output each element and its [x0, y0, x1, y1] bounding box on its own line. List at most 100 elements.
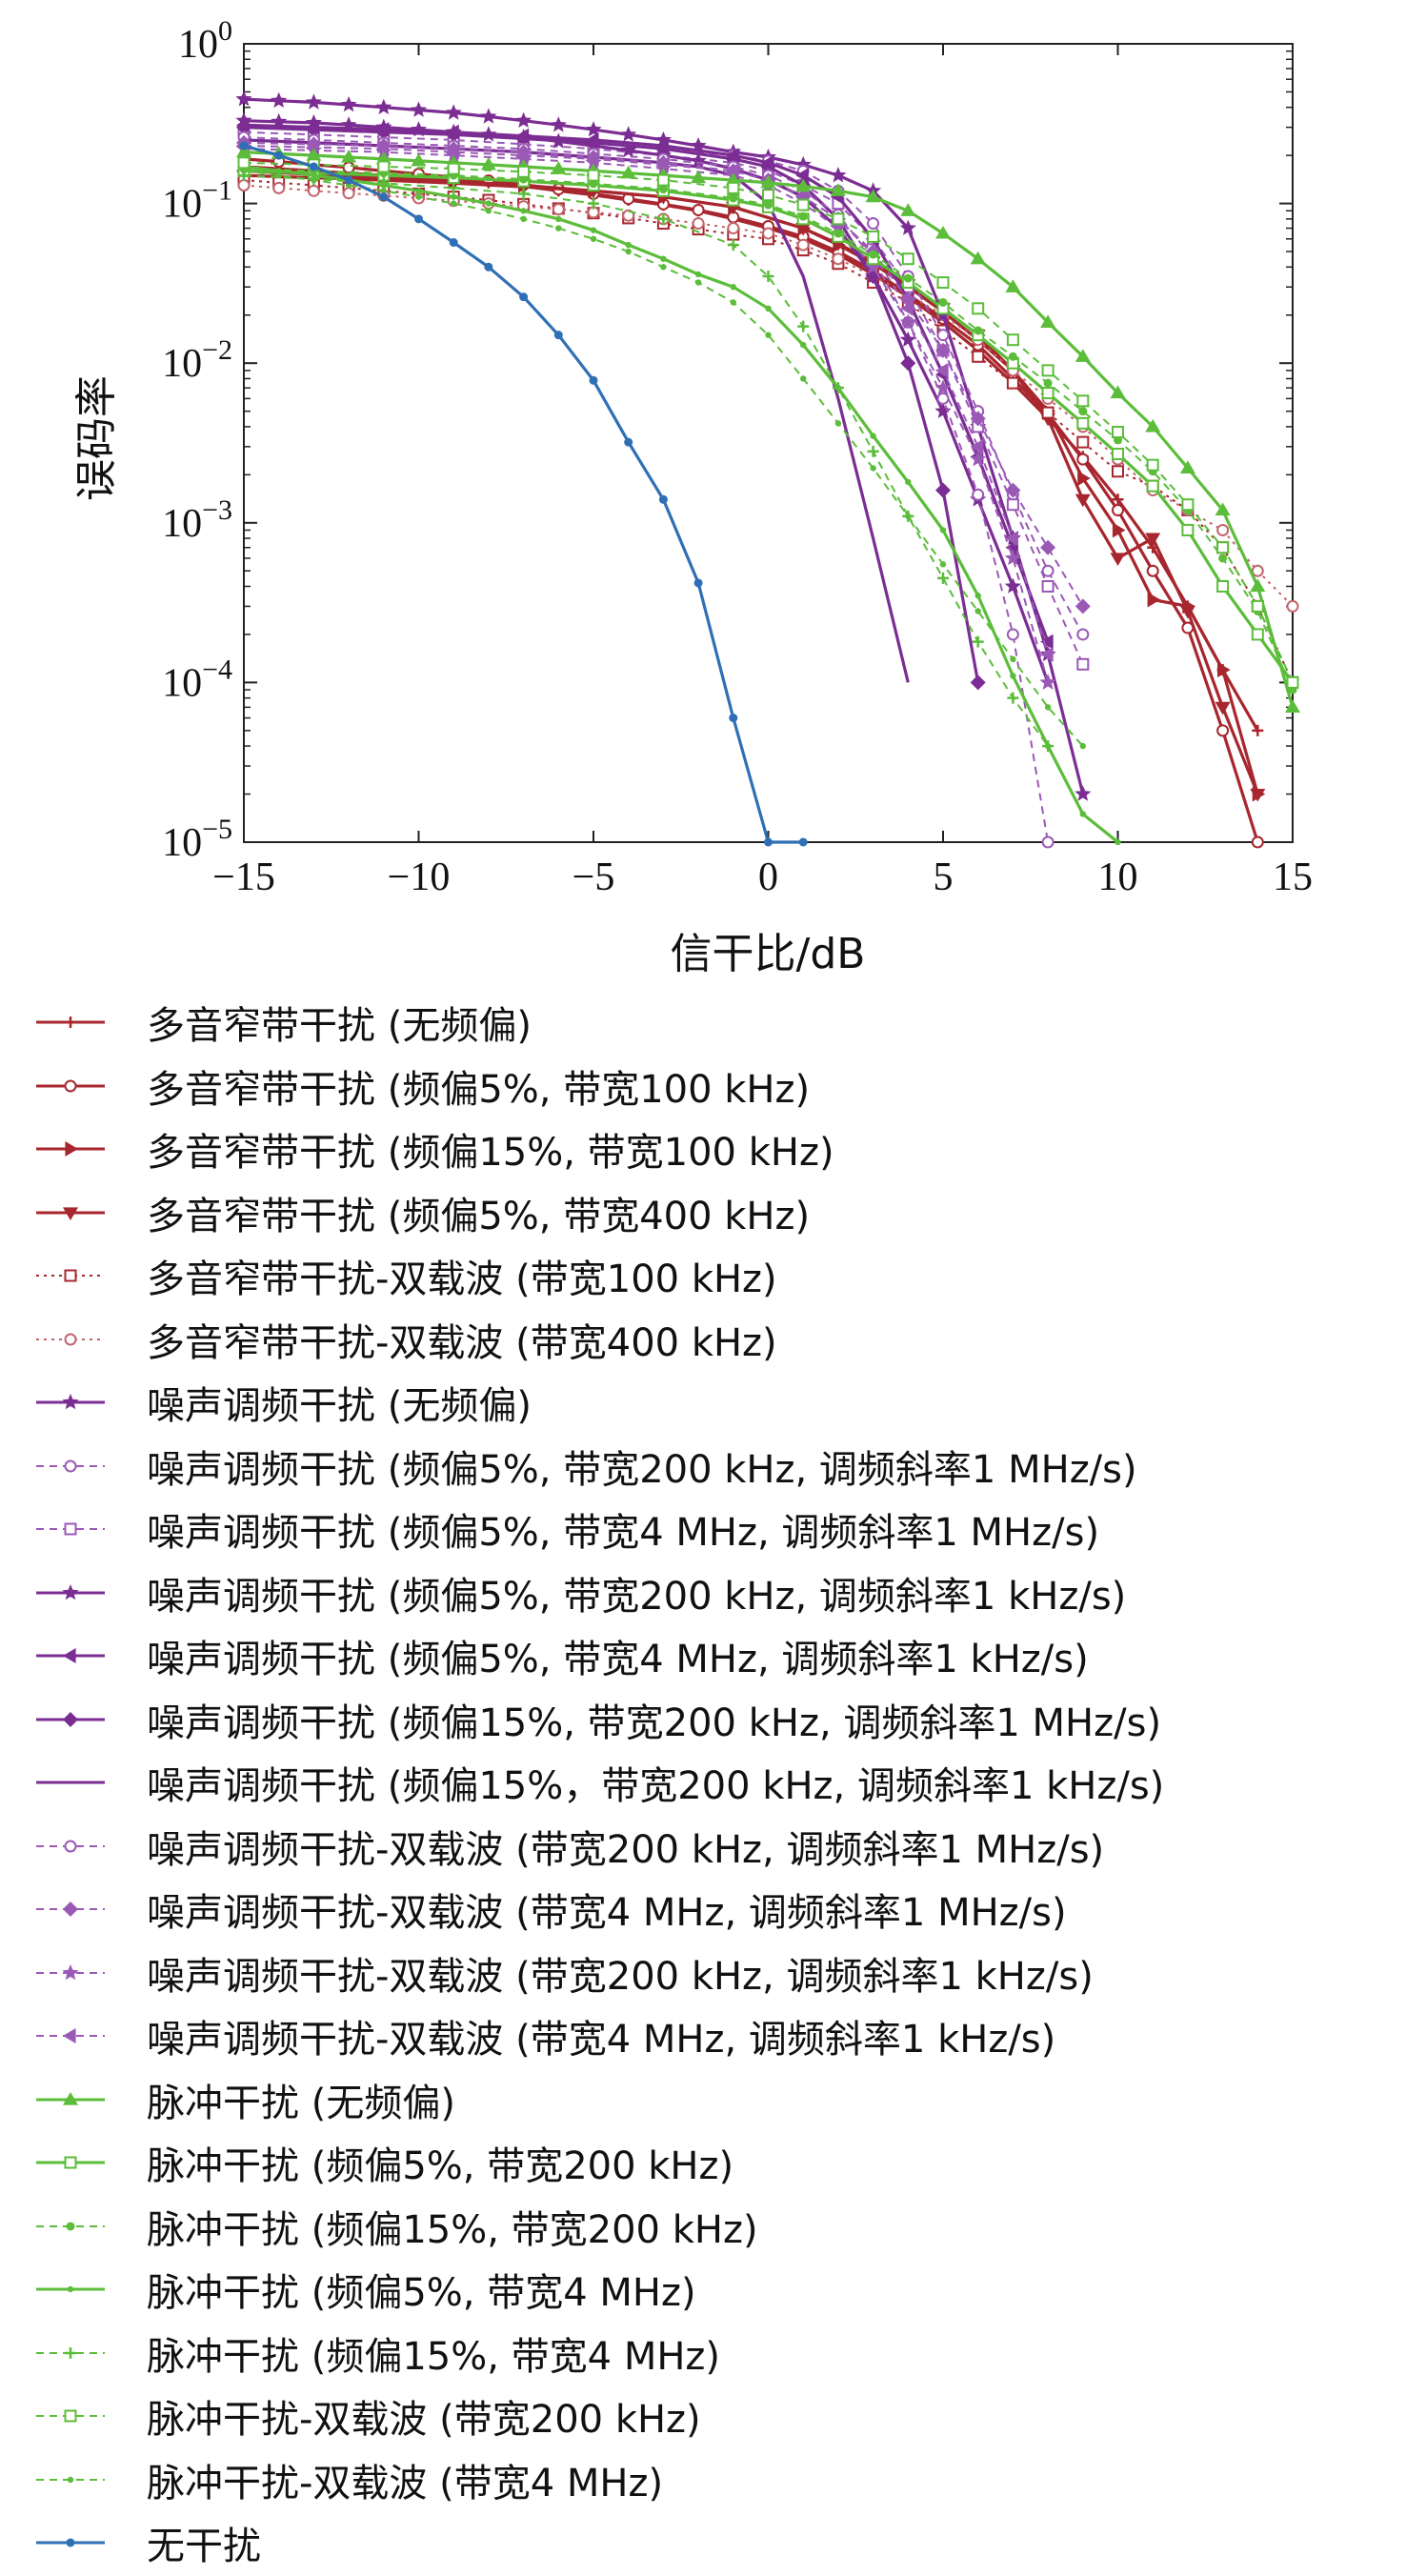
data-point	[1077, 471, 1091, 487]
data-point	[870, 433, 876, 439]
data-point	[692, 217, 705, 231]
legend-marker	[64, 1333, 77, 1346]
legend-marker	[63, 2091, 78, 2105]
legend-swatch	[36, 2286, 105, 2293]
data-point	[553, 331, 563, 340]
y-tick-label: 10−2	[162, 334, 232, 386]
data-point	[1044, 704, 1052, 711]
data-point	[451, 200, 457, 207]
data-point	[340, 116, 357, 132]
y-tick-exponent: −3	[202, 494, 232, 526]
data-point	[1216, 541, 1230, 554]
series-line	[243, 126, 980, 683]
series-22	[238, 170, 1054, 753]
data-point	[830, 167, 847, 183]
data-point	[305, 93, 322, 110]
data-point	[935, 362, 949, 378]
series-line	[243, 161, 1294, 683]
data-point	[727, 222, 740, 235]
data-point	[375, 98, 392, 114]
legend-swatch	[36, 2409, 105, 2423]
legend-item: 噪声调频干扰 (频偏15%，带宽200 kHz, 调频斜率1 kHz/s)	[34, 1751, 1396, 1815]
data-point	[762, 189, 774, 202]
data-point	[340, 96, 357, 112]
data-point	[307, 184, 320, 197]
y-tick-label: 100	[178, 15, 232, 67]
data-point	[1250, 578, 1266, 593]
data-point	[520, 215, 527, 223]
data-point	[729, 714, 738, 723]
legend-swatch	[36, 1079, 105, 1093]
data-point	[1006, 333, 1019, 347]
data-point	[1010, 655, 1016, 663]
data-point	[658, 185, 668, 194]
y-tick-exponent: 0	[218, 15, 232, 47]
data-point	[239, 141, 249, 151]
series-line	[243, 165, 1119, 844]
legend-marker	[67, 2476, 74, 2483]
data-point	[1146, 564, 1159, 577]
legend-item: 噪声调频干扰 (频偏5%, 带宽200 kHz, 调频斜率1 MHz/s)	[34, 1435, 1396, 1499]
series-16	[235, 140, 1056, 690]
data-point	[765, 305, 772, 312]
x-tick-label: 15	[1273, 855, 1313, 899]
data-point	[520, 208, 527, 214]
data-point	[620, 141, 637, 158]
data-point	[515, 111, 532, 128]
data-point	[306, 139, 319, 155]
data-point	[1039, 674, 1056, 690]
data-point	[1041, 364, 1054, 377]
data-point	[905, 478, 912, 486]
data-point	[590, 235, 597, 242]
legend-label: 无干扰	[147, 2525, 261, 2569]
legend-item: 脉冲干扰 (无频偏)	[34, 2068, 1396, 2132]
data-point	[445, 104, 462, 120]
y-tick-exponent: −4	[202, 654, 232, 685]
x-tick-label: −15	[212, 855, 275, 899]
series-21	[240, 163, 1121, 846]
legend-item: 噪声调频干扰-双载波 (带宽200 kHz, 调频斜率1 MHz/s)	[34, 1815, 1396, 1879]
data-point	[235, 91, 252, 107]
data-point	[690, 137, 707, 153]
legend-label: 脉冲干扰-双载波 (带宽200 kHz)	[147, 2398, 701, 2443]
legend-swatch	[36, 1963, 105, 1981]
data-point	[588, 197, 599, 210]
x-tick-label: −10	[388, 855, 451, 899]
data-point	[515, 131, 532, 147]
data-point	[1004, 577, 1021, 594]
data-point	[272, 181, 286, 194]
data-point	[410, 101, 428, 117]
series-3	[238, 163, 1266, 802]
legend-item: 脉冲干扰-双载波 (带宽200 kHz)	[34, 2385, 1396, 2448]
series-line	[243, 136, 1050, 843]
legend-item: 脉冲干扰-双载波 (带宽4 MHz)	[34, 2448, 1396, 2512]
legend-label: 脉冲干扰-双载波 (带宽4 MHz)	[147, 2461, 664, 2506]
data-point	[1215, 701, 1231, 715]
legend-label: 脉冲干扰 (无频偏)	[147, 2081, 455, 2125]
legend-swatch	[36, 1648, 105, 1664]
y-tick-base: 10	[162, 342, 202, 386]
data-point	[900, 300, 914, 316]
legend-marker	[64, 1522, 77, 1536]
legend-marker	[65, 1141, 78, 1157]
data-point	[730, 299, 736, 306]
data-point	[1145, 418, 1161, 433]
legend-swatch	[36, 1141, 105, 1157]
data-point	[1079, 811, 1087, 817]
data-point	[1040, 539, 1056, 555]
series-2	[237, 152, 1264, 849]
x-tick-label: −5	[572, 855, 615, 899]
data-point	[1043, 378, 1053, 388]
y-tick-exponent: −1	[202, 175, 232, 207]
data-point	[794, 155, 812, 172]
data-point	[1076, 453, 1090, 466]
legend-item: 多音窄带干扰-双载波 (带宽100 kHz)	[34, 1244, 1396, 1308]
data-point	[974, 593, 981, 599]
data-point	[900, 355, 916, 372]
legend-marker	[67, 2286, 74, 2293]
series-25	[239, 141, 808, 847]
data-point	[380, 188, 387, 194]
data-point	[939, 561, 947, 568]
data-point	[625, 248, 632, 255]
series-line	[243, 169, 1295, 684]
